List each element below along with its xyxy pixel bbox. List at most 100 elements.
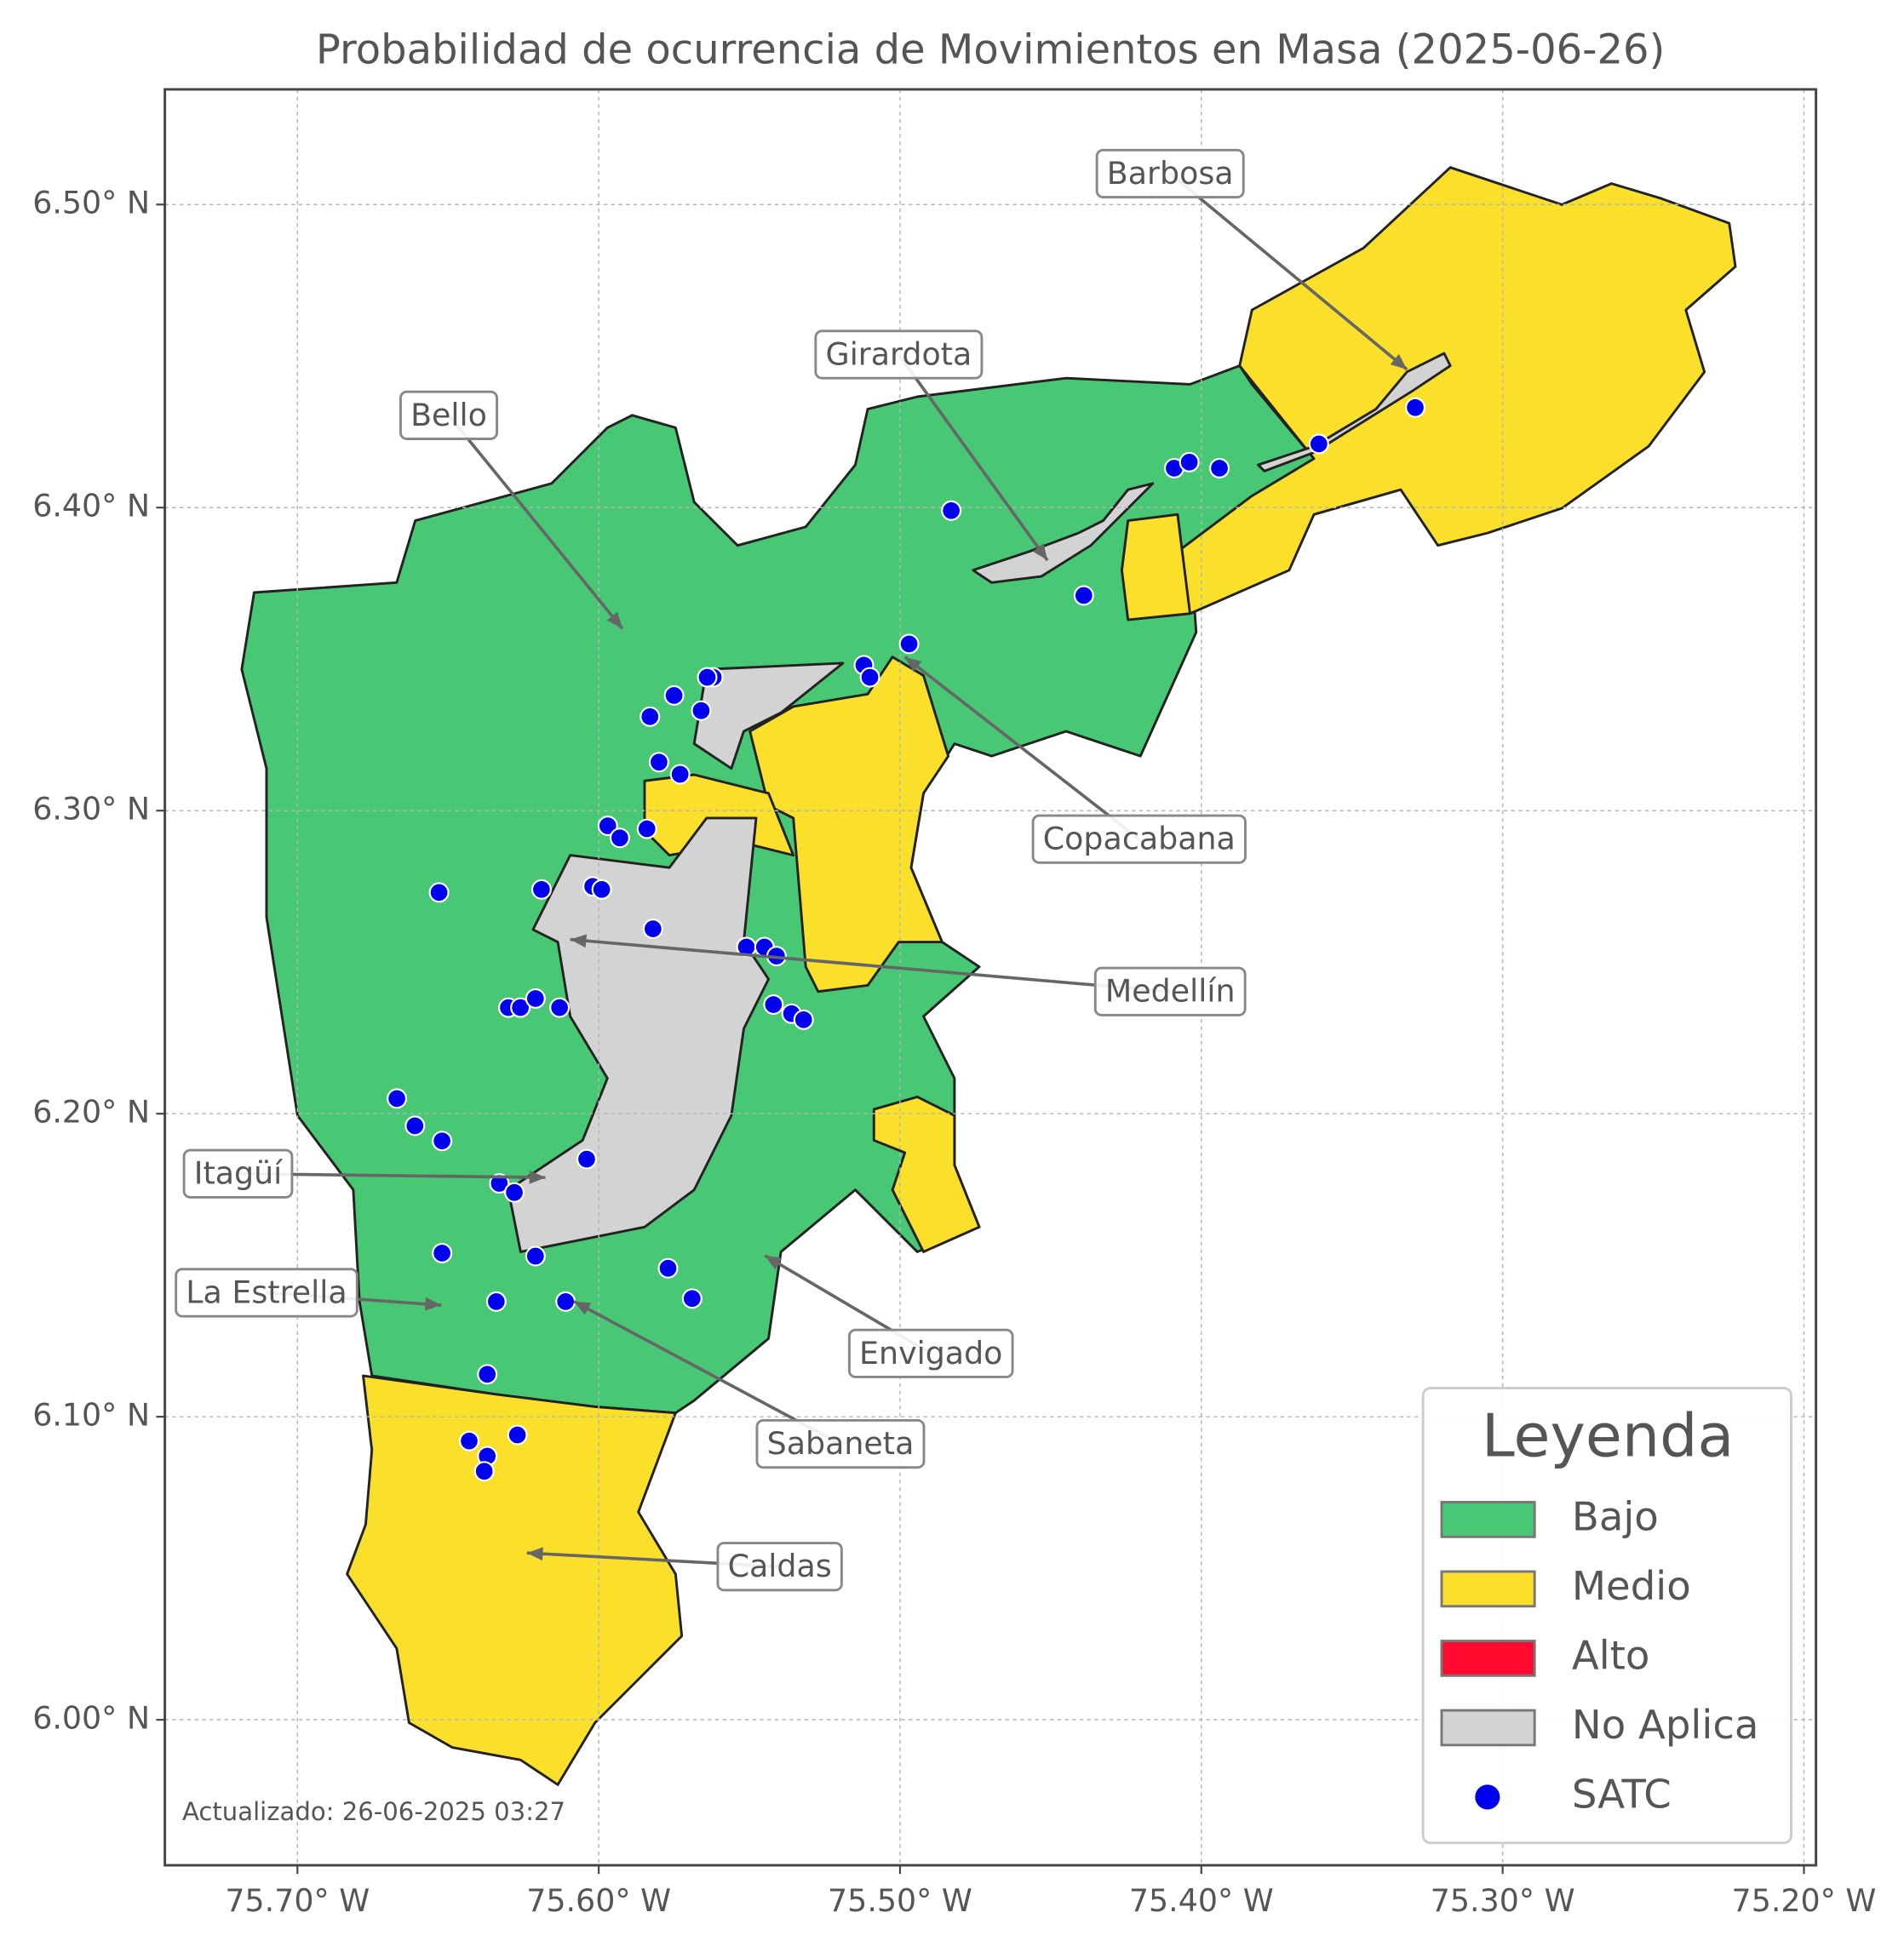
satc-station (657, 1257, 679, 1279)
region-medio (872, 1096, 981, 1253)
region-no-aplica (1257, 352, 1452, 472)
satc-station (681, 1288, 703, 1309)
satc-station (507, 1424, 528, 1446)
annotation-box (182, 1148, 294, 1199)
satc-station (636, 818, 657, 839)
satc-station (504, 1182, 525, 1203)
satc-station (432, 1131, 453, 1152)
satc-station (549, 997, 571, 1018)
arrow-head (570, 934, 588, 948)
satc-station (859, 667, 880, 688)
satc-station (793, 1009, 814, 1030)
arrow-head (1390, 353, 1408, 369)
annotation-arrow (1169, 172, 1408, 371)
satc-station (387, 1088, 408, 1109)
satc-station (691, 700, 712, 721)
satc-station (648, 752, 669, 773)
x-tick-label: 75.70° W (225, 1882, 370, 1919)
legend-swatch (1440, 1570, 1536, 1608)
x-tick-label: 75.60° W (526, 1882, 671, 1919)
annotation-arrow (897, 353, 1049, 562)
annotation-box (175, 1268, 358, 1318)
satc-station (763, 994, 784, 1016)
annotation-label: Caldas (728, 1548, 832, 1584)
satc-station (404, 1115, 426, 1137)
satc-station (591, 879, 612, 900)
annotation-box (399, 390, 498, 440)
annotation-box (814, 329, 984, 380)
y-tick-label: 6.10° N (32, 1397, 150, 1434)
annotation-arrow (570, 937, 1171, 993)
annotation-label: Sabaneta (767, 1425, 915, 1462)
satc-station (576, 1148, 597, 1170)
arrow-head (765, 1255, 783, 1270)
arrow-head (526, 1547, 543, 1561)
arrow-head (424, 1297, 442, 1311)
region-medio (748, 656, 950, 993)
satc-station (1405, 397, 1426, 418)
annotation-label: Envigado (859, 1335, 1002, 1371)
annotation-label: La Estrella (186, 1274, 347, 1310)
x-tick-label: 75.30° W (1431, 1882, 1575, 1919)
annotation-label: Medellín (1105, 973, 1236, 1010)
x-tick-label: 75.40° W (1129, 1882, 1274, 1919)
satc-station (663, 684, 685, 706)
satc-station (432, 1242, 453, 1263)
legend-label: Alto (1572, 1632, 1650, 1678)
satc-station (428, 882, 450, 903)
satc-station (510, 997, 531, 1018)
arrow-head (1032, 543, 1048, 561)
footer-note: Actualizado: 26-06-2025 03:27 (182, 1797, 565, 1826)
legend-label: SATC (1572, 1771, 1672, 1817)
legend-label: Bajo (1572, 1493, 1659, 1539)
satc-station (458, 1430, 479, 1451)
y-tick-label: 6.00° N (32, 1700, 150, 1737)
legend-label: No Aplica (1572, 1702, 1759, 1748)
region-medio (1176, 166, 1737, 616)
arrow-head (904, 656, 922, 673)
legend-marker (1475, 1784, 1500, 1810)
satc-station (489, 1173, 510, 1194)
arrow-head (606, 611, 622, 629)
plot-frame (163, 88, 1818, 1867)
satc-station (1308, 433, 1329, 455)
annotation-box (1031, 814, 1247, 864)
satc-station (485, 1291, 507, 1312)
x-tick-label: 75.20° W (1732, 1882, 1877, 1919)
region-no-aplica (972, 482, 1155, 584)
regions (240, 166, 1737, 1786)
annotation-arrow (903, 656, 1140, 841)
satc-station (898, 633, 920, 655)
satc-station (1073, 585, 1094, 606)
satc-station (609, 827, 630, 849)
legend-swatch (1440, 1501, 1536, 1538)
satc-station (639, 706, 661, 727)
satc-station (525, 988, 546, 1009)
annotation-label: Girardota (826, 335, 972, 372)
satc-station (697, 667, 718, 688)
satc-station (555, 1291, 576, 1312)
region-medio (1120, 512, 1191, 621)
annotation-box (755, 1418, 926, 1469)
satc-station (1179, 451, 1200, 472)
satc-station (642, 919, 663, 940)
satc-station (669, 764, 691, 785)
satc-station (473, 1461, 495, 1482)
satc-station (941, 500, 962, 521)
satc-station (597, 816, 618, 837)
satc-station (477, 1364, 498, 1385)
region-medio (346, 1374, 684, 1786)
y-tick-label: 6.50° N (32, 185, 150, 221)
legend-title: Leyenda (1482, 1402, 1734, 1471)
map-title: Probabilidad de ocurrencia de Movimiento… (316, 26, 1665, 73)
annotation-box (716, 1542, 843, 1592)
arrow-head (529, 1170, 546, 1184)
satc-station (1209, 457, 1230, 478)
annotation-label: Copacabana (1043, 821, 1236, 857)
satc-station (525, 1245, 546, 1267)
region-no-aplica (692, 661, 845, 770)
x-tick-label: 75.50° W (828, 1882, 972, 1919)
legend-label: Medio (1572, 1563, 1691, 1609)
arrow-head (574, 1301, 592, 1315)
